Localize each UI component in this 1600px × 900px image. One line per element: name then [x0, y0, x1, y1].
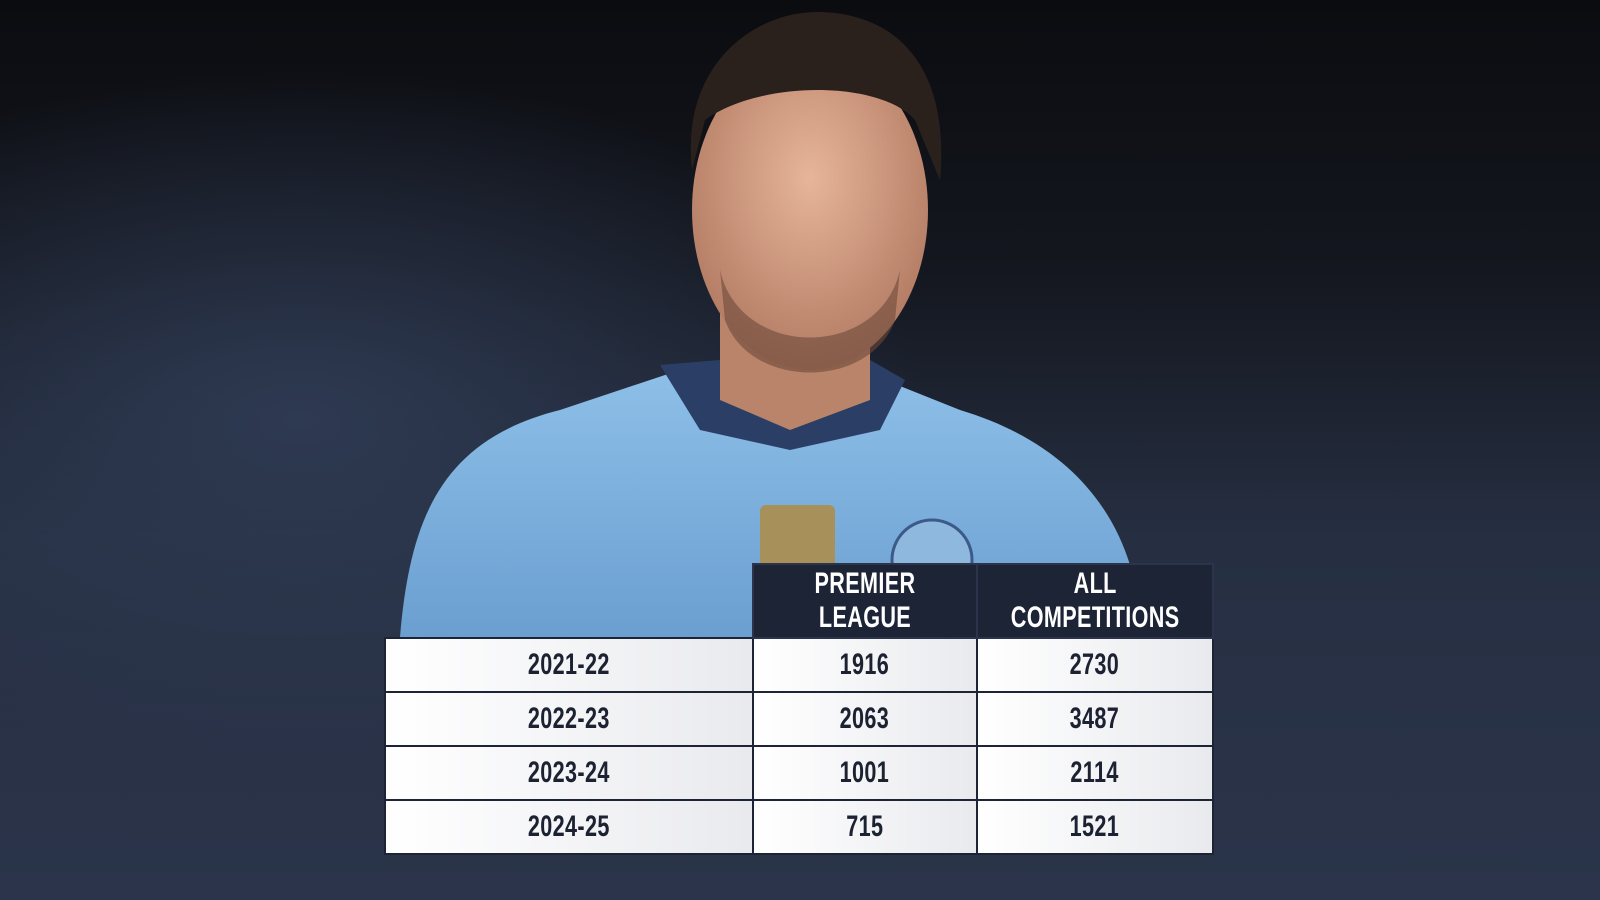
- minutes-cell: 715: [751, 799, 978, 855]
- column-header-text: PREMIER LEAGUE: [814, 567, 916, 634]
- table-row: 2022-23 2063 3487: [384, 691, 1215, 747]
- season-cell: 2023-24: [384, 745, 754, 801]
- season: 2022-23: [527, 702, 610, 735]
- season-cell: 2024-25: [384, 799, 754, 855]
- minutes-cell: 1001: [751, 745, 978, 801]
- season: 2021-22: [527, 648, 610, 681]
- table-row: 2023-24 1001 2114: [384, 745, 1215, 801]
- minutes: 2063: [839, 702, 890, 735]
- minutes: 2730: [1070, 648, 1120, 681]
- column-header: PREMIER LEAGUE: [751, 563, 978, 639]
- minutes: 1916: [839, 648, 890, 681]
- minutes-cell: 3487: [975, 691, 1215, 747]
- table-body: 2021-22 1916 2730 2022-23 2063 3487 2023-24 100…: [384, 637, 1215, 855]
- minutes: 3487: [1070, 702, 1120, 735]
- stats-table: PREMIER LEAGUE ALL COMPETITIONS 2021-22 1…: [384, 563, 1215, 855]
- badge: [760, 505, 835, 577]
- column-header: ALL COMPETITIONS: [975, 563, 1215, 639]
- minutes-cell: 1521: [975, 799, 1215, 855]
- minutes-cell: 2730: [975, 637, 1215, 693]
- header-row: PREMIER LEAGUE ALL COMPETITIONS: [385, 563, 1215, 639]
- minutes-cell: 1916: [751, 637, 978, 693]
- minutes-cell: 2063: [751, 691, 978, 747]
- hair: [690, 11, 942, 180]
- beard: [720, 270, 900, 373]
- season: 2024-25: [527, 810, 610, 843]
- minutes: 2114: [1070, 756, 1119, 789]
- season-cell: 2021-22: [384, 637, 754, 693]
- table-row: 2024-25 715 1521: [384, 799, 1215, 855]
- season: 2023-24: [527, 756, 610, 789]
- season-cell: 2022-23: [384, 691, 754, 747]
- face: [692, 50, 928, 370]
- header-blank: [385, 564, 753, 638]
- minutes: 1001: [839, 756, 890, 789]
- minutes: 715: [846, 810, 884, 843]
- minutes-cell: 2114: [975, 745, 1215, 801]
- column-header-text: ALL COMPETITIONS: [1010, 567, 1180, 634]
- minutes: 1521: [1070, 810, 1120, 843]
- table-row: 2021-22 1916 2730: [384, 637, 1215, 693]
